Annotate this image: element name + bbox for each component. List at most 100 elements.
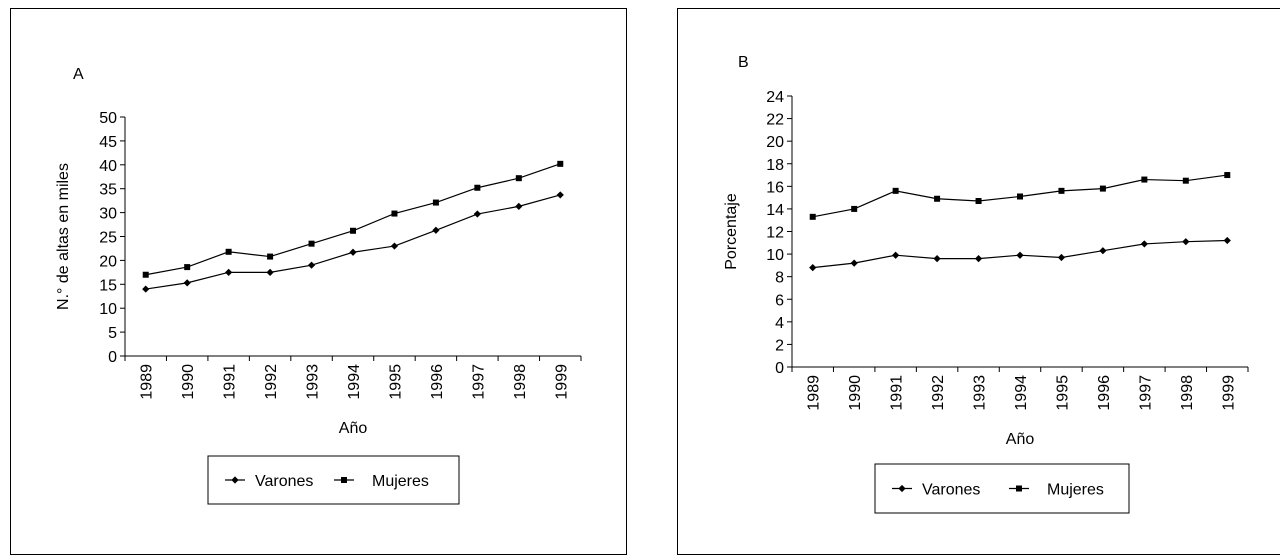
data-point-mujeres (308, 240, 315, 247)
y-tick-label: 20 (99, 253, 117, 270)
data-point-varones (1057, 253, 1066, 262)
series-line-mujeres (145, 163, 561, 276)
x-tick-label: 1989 (139, 364, 156, 400)
panel-label: B (738, 54, 749, 71)
x-tick-label: 1997 (1137, 375, 1154, 411)
x-tick-label: 1997 (470, 364, 487, 400)
data-point-varones (1016, 251, 1024, 259)
data-point-varones (515, 202, 523, 210)
x-tick-label: 1989 (806, 375, 823, 411)
data-point-varones (809, 264, 817, 272)
y-tick-label: 2 (775, 337, 784, 354)
data-point-varones (349, 248, 357, 256)
y-tick-label: 6 (775, 292, 784, 309)
x-tick-label: 1990 (847, 375, 864, 411)
x-tick-label: 1992 (263, 364, 280, 400)
legend-label: Mujeres (372, 473, 429, 490)
y-tick-label: 10 (766, 247, 784, 264)
chart-panel-b: B 0 2 4 6 8 10 12 14 16 18 20 22 24 1989 1990 1991 1992 19… (677, 8, 1280, 555)
legend-marker (341, 477, 347, 483)
x-tick-label: 1993 (305, 364, 322, 400)
y-tick-label: 20 (766, 134, 784, 151)
data-point-mujeres (1141, 176, 1148, 183)
data-point-varones (1099, 247, 1107, 255)
data-point-mujeres (142, 271, 149, 278)
data-point-mujeres (934, 195, 941, 202)
data-point-mujeres (391, 210, 398, 217)
x-tick-label: 1991 (222, 364, 239, 400)
data-point-mujeres (809, 213, 816, 220)
data-point-varones (183, 279, 191, 287)
x-tick-label: 1998 (1179, 375, 1196, 411)
y-tick-label: 22 (766, 112, 784, 129)
data-point-mujeres (1058, 187, 1065, 194)
legend-label: Mujeres (1047, 482, 1104, 499)
y-tick-label: 50 (99, 110, 117, 127)
data-point-varones (142, 285, 150, 293)
chart-panel-a: A 0 5 10 15 20 25 30 35 40 45 50 1989 1990 1991 1992 199… (10, 8, 627, 555)
data-point-mujeres (432, 199, 439, 206)
y-tick-label: 0 (775, 360, 784, 377)
legend-label: Varones (255, 473, 313, 490)
x-tick-label: 1993 (972, 375, 989, 411)
data-point-mujeres (225, 248, 232, 255)
data-point-varones (473, 210, 481, 218)
y-tick-label: 25 (99, 230, 117, 247)
data-point-mujeres (350, 227, 356, 234)
data-point-mujeres (1099, 185, 1106, 192)
chart-a-svg: A 0 5 10 15 20 25 30 35 40 45 50 1989 1990 1991 1992 199… (55, 66, 582, 505)
x-tick-label: 1995 (387, 364, 404, 400)
y-tick-label: 16 (766, 179, 784, 196)
data-point-varones (1182, 238, 1190, 246)
legend-box (207, 455, 460, 505)
x-tick-label: 1992 (930, 375, 947, 411)
y-tick-label: 12 (766, 225, 784, 242)
data-point-mujeres (184, 264, 191, 271)
data-point-mujeres (1017, 193, 1023, 200)
data-point-varones (850, 259, 858, 267)
y-tick-label: 35 (99, 182, 117, 199)
panel-label: A (73, 66, 84, 83)
y-tick-label: 4 (775, 315, 784, 332)
data-point-varones (892, 251, 900, 259)
legend-label: Varones (922, 482, 980, 499)
data-point-mujeres (1182, 177, 1189, 184)
data-point-varones (266, 268, 274, 276)
y-tick-label: 10 (99, 301, 117, 318)
x-axis-title: Año (339, 420, 368, 437)
legend-box (874, 463, 1130, 514)
x-tick-label: 1991 (889, 375, 906, 411)
legend-marker (1016, 485, 1022, 492)
x-tick-label: 1996 (429, 364, 446, 400)
x-tick-label: 1990 (180, 364, 197, 400)
y-tick-label: 8 (775, 270, 784, 287)
data-point-varones (307, 261, 316, 269)
y-tick-label: 15 (99, 277, 117, 294)
y-tick-label: 24 (766, 89, 784, 106)
x-tick-label: 1995 (1054, 375, 1071, 411)
data-point-varones (556, 191, 564, 199)
data-point-mujeres (975, 198, 982, 205)
data-point-mujeres (515, 175, 522, 182)
y-tick-label: 40 (99, 158, 117, 175)
y-tick-label: 0 (108, 349, 117, 366)
data-point-mujeres (1224, 172, 1231, 179)
y-axis-title: Porcentaje (723, 193, 740, 270)
data-point-mujeres (892, 187, 899, 194)
legend-marker (231, 476, 239, 484)
x-tick-label: 1994 (1013, 375, 1030, 411)
data-point-mujeres (851, 205, 858, 212)
y-tick-label: 14 (766, 202, 784, 219)
y-tick-label: 18 (766, 157, 784, 174)
y-tick-label: 30 (99, 206, 117, 223)
data-point-varones (974, 255, 983, 263)
y-tick-label: 5 (108, 325, 117, 342)
x-tick-label: 1994 (346, 364, 363, 400)
data-point-mujeres (474, 184, 481, 191)
data-point-varones (225, 268, 233, 276)
data-point-varones (933, 255, 941, 263)
legend-marker (898, 484, 906, 493)
x-tick-label: 1999 (1220, 375, 1237, 411)
data-point-varones (1140, 240, 1148, 248)
